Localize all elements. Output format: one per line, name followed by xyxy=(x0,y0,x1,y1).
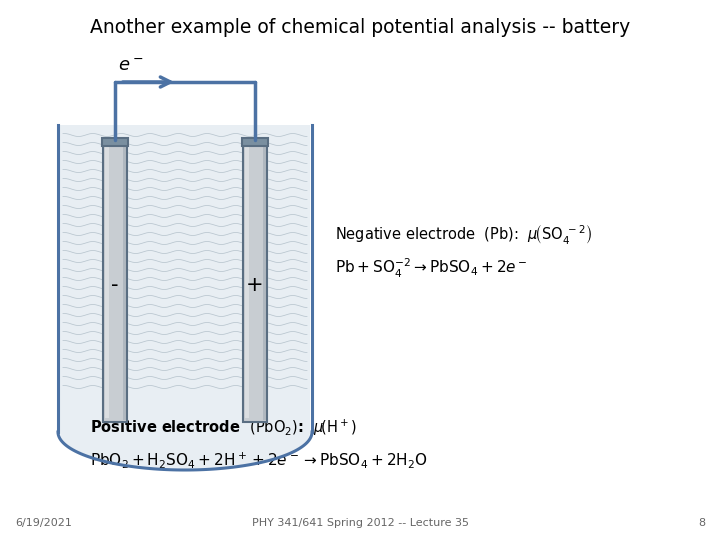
Text: $\mathrm{Pb}+\mathrm{SO}_4^{-2}\rightarrow\mathrm{PbSO}_4+2e^-$: $\mathrm{Pb}+\mathrm{SO}_4^{-2}\rightarr… xyxy=(335,256,528,280)
Text: PHY 341/641 Spring 2012 -- Lecture 35: PHY 341/641 Spring 2012 -- Lecture 35 xyxy=(251,518,469,528)
Text: +: + xyxy=(246,275,264,295)
Text: $e^-$: $e^-$ xyxy=(118,57,143,75)
Text: Another example of chemical potential analysis -- battery: Another example of chemical potential an… xyxy=(90,18,630,37)
Text: -: - xyxy=(112,275,119,295)
Bar xyxy=(242,138,268,146)
Text: 6/19/2021: 6/19/2021 xyxy=(15,518,72,528)
Text: Positive electrode  $(\mathrm{PbO_2})$:  $\mu\!\left(\mathrm{H}^+\right)$: Positive electrode $(\mathrm{PbO_2})$: $… xyxy=(90,418,356,438)
Bar xyxy=(243,140,267,422)
Bar xyxy=(263,142,266,420)
Text: Negative electrode  (Pb):  $\mu\!\left(\mathrm{SO}_4^{\ -2}\right)$: Negative electrode (Pb): $\mu\!\left(\ma… xyxy=(335,224,592,247)
Text: 8: 8 xyxy=(698,518,705,528)
Bar xyxy=(123,142,126,420)
Bar xyxy=(103,140,127,422)
Bar xyxy=(105,144,109,418)
Bar xyxy=(102,138,128,146)
Polygon shape xyxy=(60,125,310,469)
Bar xyxy=(245,144,249,418)
Text: $\mathrm{PbO}_2+\mathrm{H_2SO_4}+2\mathrm{H}^++2e^-\rightarrow\mathrm{PbSO}_4+2\: $\mathrm{PbO}_2+\mathrm{H_2SO_4}+2\mathr… xyxy=(90,450,428,470)
